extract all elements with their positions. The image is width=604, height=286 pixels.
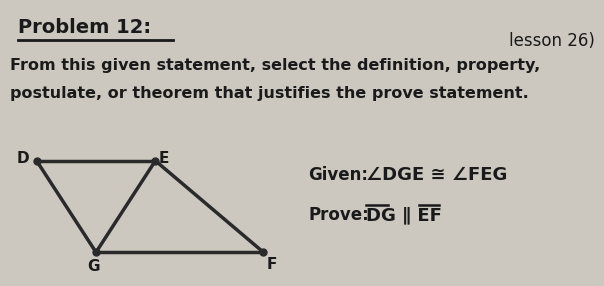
- Text: Given:: Given:: [308, 166, 368, 184]
- Text: DG ∥ EF: DG ∥ EF: [366, 206, 442, 224]
- Text: From this given statement, select the definition, property,: From this given statement, select the de…: [10, 58, 540, 73]
- Text: E: E: [158, 151, 169, 166]
- Text: D: D: [16, 151, 29, 166]
- Text: Problem 12:: Problem 12:: [18, 18, 151, 37]
- Text: lesson 26): lesson 26): [509, 32, 595, 50]
- Text: G: G: [88, 259, 100, 274]
- Text: Prove:: Prove:: [308, 206, 369, 224]
- Text: postulate, or theorem that justifies the prove statement.: postulate, or theorem that justifies the…: [10, 86, 528, 101]
- Text: F: F: [266, 257, 277, 272]
- Text: ∠DGE ≅ ∠FEG: ∠DGE ≅ ∠FEG: [366, 166, 507, 184]
